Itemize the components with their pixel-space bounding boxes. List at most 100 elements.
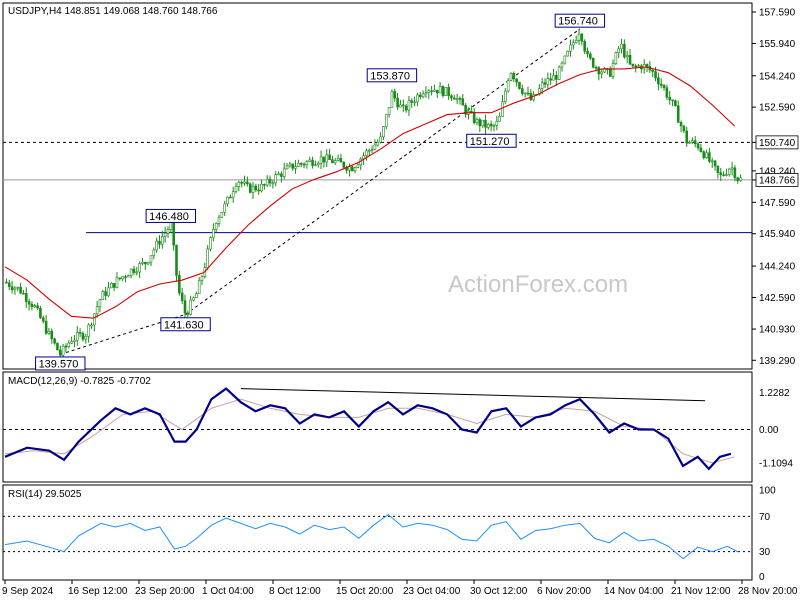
candle-body (19, 286, 22, 294)
candle-body (657, 77, 660, 85)
candle-body (285, 165, 289, 170)
candle-body (654, 71, 657, 79)
price-tick-label: 148.766 (759, 175, 796, 186)
candle-body (299, 163, 303, 165)
macd-trendline (240, 388, 706, 402)
candle-body (220, 211, 224, 218)
time-tick-label: 21 Nov 12:00 (671, 586, 731, 597)
candle-body (195, 293, 198, 299)
candle-body (302, 163, 306, 166)
candle-body (200, 276, 204, 281)
axis-layer: 157.590 155.940 154.240 152.590 150.740 149.2… (2, 7, 799, 597)
candle-body (370, 149, 374, 151)
candle-body (555, 75, 558, 80)
candle-body (98, 299, 102, 308)
candle-body (733, 167, 737, 179)
candle-body (572, 42, 575, 46)
candle-body (580, 33, 584, 42)
candle-body (246, 181, 249, 185)
rsi-tick-label: 100 (759, 486, 776, 497)
candle-body (214, 223, 218, 230)
watermark: ActionForex.com (448, 271, 628, 298)
candle-body (416, 94, 419, 103)
candle-body (342, 161, 346, 168)
candle-body (540, 82, 544, 89)
candle-body (410, 100, 414, 103)
candle-body (27, 301, 31, 305)
candle-body (546, 78, 550, 85)
time-tick-label: 14 Nov 04:00 (604, 586, 664, 597)
candle-body (668, 96, 672, 101)
price-label-5: 139.570 (39, 358, 79, 370)
price-tick-box-148.766 (755, 173, 799, 187)
candle-body (560, 62, 564, 68)
candle-body (472, 111, 476, 123)
rsi-series-line (4, 513, 739, 560)
candle-body (197, 280, 201, 295)
candle-body (336, 158, 340, 161)
candle-body (268, 178, 272, 184)
candle-body (240, 181, 243, 184)
candle-body (316, 162, 320, 166)
candle-body (597, 67, 601, 75)
candle-body (297, 163, 300, 167)
candle-body (322, 156, 326, 163)
candle-body (688, 142, 691, 144)
candle-body (518, 81, 521, 89)
candle-body (206, 248, 209, 268)
candle-body (382, 126, 385, 138)
candle-body (13, 287, 17, 291)
time-tick-label: 16 Sep 12:00 (68, 586, 128, 597)
macd-tick-label: 0.00 (759, 425, 779, 436)
candle-body (727, 168, 731, 175)
candle-body (291, 163, 295, 169)
rsi-tick-label: 0 (759, 572, 765, 583)
candle-body (421, 93, 425, 98)
price-label-3: 146.480 (149, 211, 189, 223)
candle-body (393, 91, 397, 99)
candle-body (418, 94, 422, 98)
candle-body (166, 229, 170, 234)
price-label-box-2 (466, 133, 517, 148)
candle-body (58, 349, 62, 356)
candle-body (637, 65, 640, 68)
candle-body (209, 237, 212, 250)
rsi-tick-label: 30 (759, 547, 771, 558)
price-tick-label: 142.590 (759, 293, 796, 304)
price-label-box-4 (160, 317, 211, 332)
candle-body (234, 186, 238, 193)
macd-title: MACD(12,26,9) -0.7825 -0.7702 (8, 376, 151, 387)
rsi-tick-label: 70 (759, 512, 771, 523)
candle-body (481, 119, 484, 127)
candle-body (118, 277, 122, 280)
candle-body (447, 87, 450, 97)
candle-body (600, 71, 603, 75)
candle-body (379, 136, 382, 143)
candle-body (257, 189, 260, 192)
candle-body (280, 173, 283, 177)
macd-tick-label: -1.1094 (759, 459, 793, 470)
candle-body (172, 221, 175, 246)
candle-body (645, 63, 649, 67)
candle-body (438, 86, 442, 94)
candle-body (691, 140, 694, 143)
time-tick-label: 30 Oct 12:00 (470, 586, 528, 597)
macd-tick-label: 1.2282 (759, 388, 790, 399)
price-label-0: 156.740 (558, 16, 598, 28)
candle-body (39, 307, 42, 319)
candle-body (614, 52, 618, 65)
candle-body (470, 110, 473, 113)
candle-body (495, 121, 499, 126)
candle-body (651, 69, 655, 72)
candle-body (739, 177, 742, 181)
candle-body (5, 281, 8, 284)
candle-body (435, 89, 439, 94)
candle-body (608, 68, 612, 77)
price-panel-frame (2, 2, 753, 370)
candle-body (183, 300, 187, 314)
price-label-2: 151.270 (470, 136, 510, 148)
candle-body (112, 283, 116, 288)
price-label-box-1 (366, 68, 418, 83)
candle-body (311, 159, 314, 166)
candle-body (277, 173, 280, 176)
